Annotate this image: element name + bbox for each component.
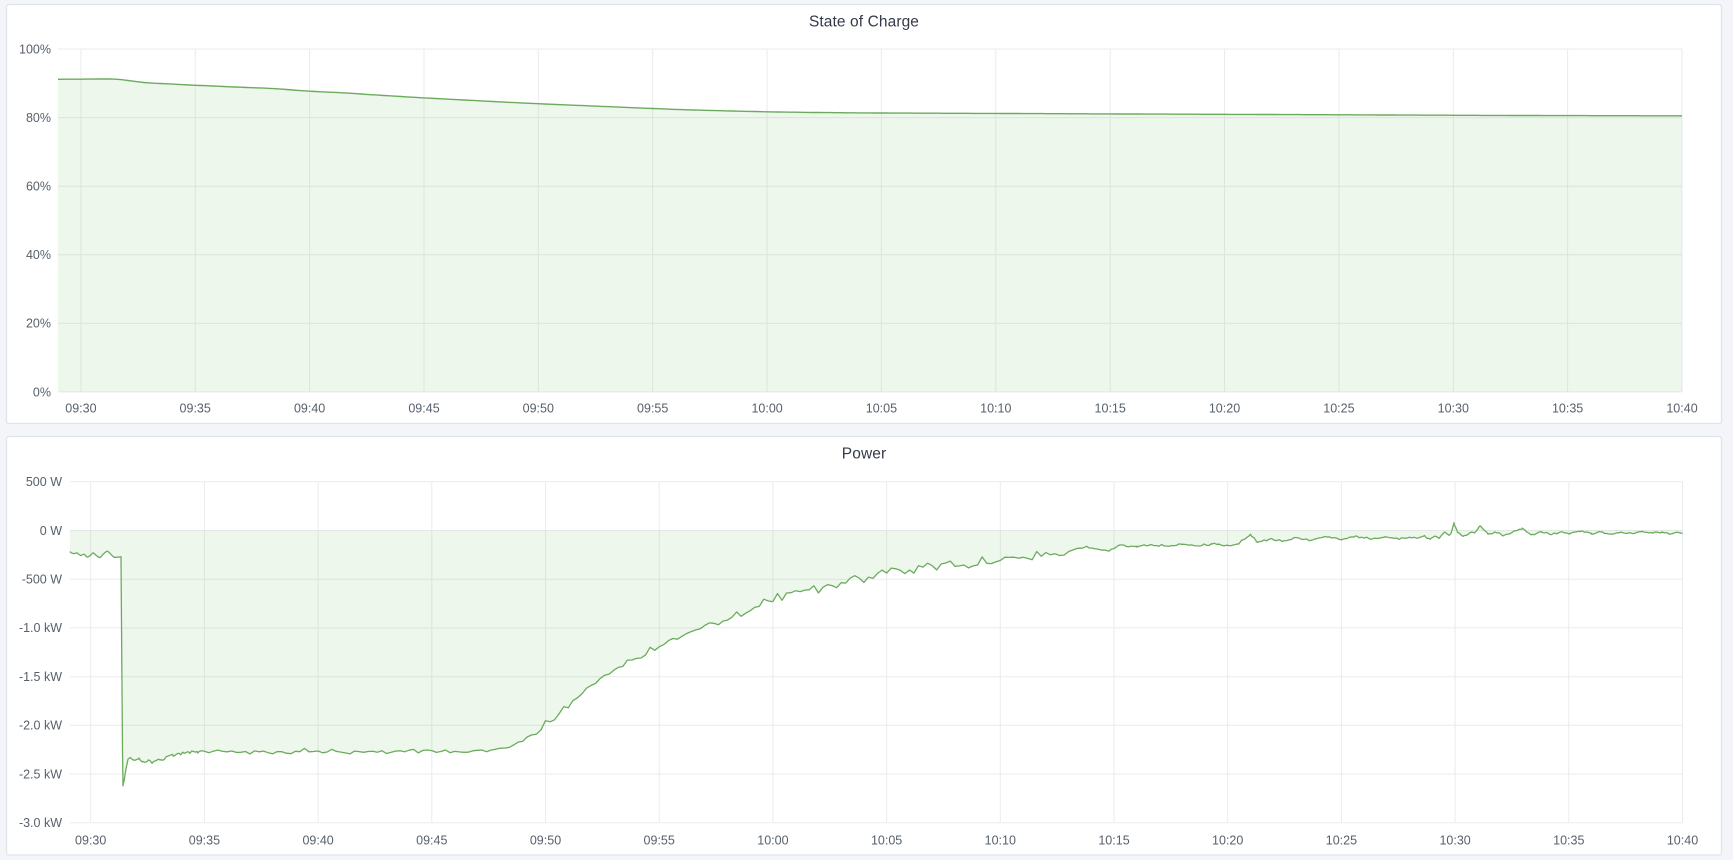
svg-text:10:25: 10:25 (1326, 834, 1357, 848)
svg-text:10:20: 10:20 (1212, 834, 1243, 848)
svg-text:09:40: 09:40 (302, 834, 333, 848)
svg-text:-500 W: -500 W (22, 573, 62, 587)
svg-text:0 W: 0 W (40, 524, 62, 538)
svg-text:09:50: 09:50 (523, 402, 554, 416)
svg-text:10:15: 10:15 (1095, 402, 1126, 416)
svg-text:09:55: 09:55 (644, 834, 675, 848)
svg-text:-1.5 kW: -1.5 kW (19, 670, 62, 684)
svg-text:10:00: 10:00 (751, 402, 782, 416)
svg-text:10:20: 10:20 (1209, 402, 1240, 416)
svg-text:100%: 100% (19, 42, 51, 56)
svg-text:09:40: 09:40 (294, 402, 325, 416)
svg-text:80%: 80% (26, 111, 51, 125)
svg-text:10:40: 10:40 (1667, 834, 1698, 848)
svg-text:09:35: 09:35 (180, 402, 211, 416)
svg-text:10:30: 10:30 (1439, 834, 1470, 848)
svg-text:Power: Power (842, 446, 886, 463)
svg-text:09:45: 09:45 (408, 402, 439, 416)
svg-text:60%: 60% (26, 180, 51, 194)
svg-text:09:55: 09:55 (637, 402, 668, 416)
svg-text:10:00: 10:00 (757, 834, 788, 848)
svg-text:20%: 20% (26, 317, 51, 331)
svg-text:0%: 0% (33, 385, 51, 399)
svg-text:09:50: 09:50 (530, 834, 561, 848)
svg-text:10:05: 10:05 (866, 402, 897, 416)
svg-text:40%: 40% (26, 248, 51, 262)
svg-text:09:30: 09:30 (75, 834, 106, 848)
svg-text:State of Charge: State of Charge (809, 14, 919, 31)
svg-text:09:45: 09:45 (416, 834, 447, 848)
svg-text:10:15: 10:15 (1098, 834, 1129, 848)
svg-text:10:30: 10:30 (1438, 402, 1469, 416)
svg-text:-3.0 kW: -3.0 kW (19, 816, 62, 830)
svg-text:-2.0 kW: -2.0 kW (19, 719, 62, 733)
svg-text:10:10: 10:10 (985, 834, 1016, 848)
svg-text:09:35: 09:35 (189, 834, 220, 848)
svg-text:500 W: 500 W (26, 475, 62, 489)
svg-text:10:25: 10:25 (1323, 402, 1354, 416)
svg-text:10:35: 10:35 (1553, 834, 1584, 848)
svg-text:-1.0 kW: -1.0 kW (19, 621, 62, 635)
svg-text:10:05: 10:05 (871, 834, 902, 848)
svg-text:10:40: 10:40 (1666, 402, 1697, 416)
svg-text:10:10: 10:10 (980, 402, 1011, 416)
svg-text:09:30: 09:30 (65, 402, 96, 416)
svg-text:10:35: 10:35 (1552, 402, 1583, 416)
svg-text:-2.5 kW: -2.5 kW (19, 767, 62, 781)
